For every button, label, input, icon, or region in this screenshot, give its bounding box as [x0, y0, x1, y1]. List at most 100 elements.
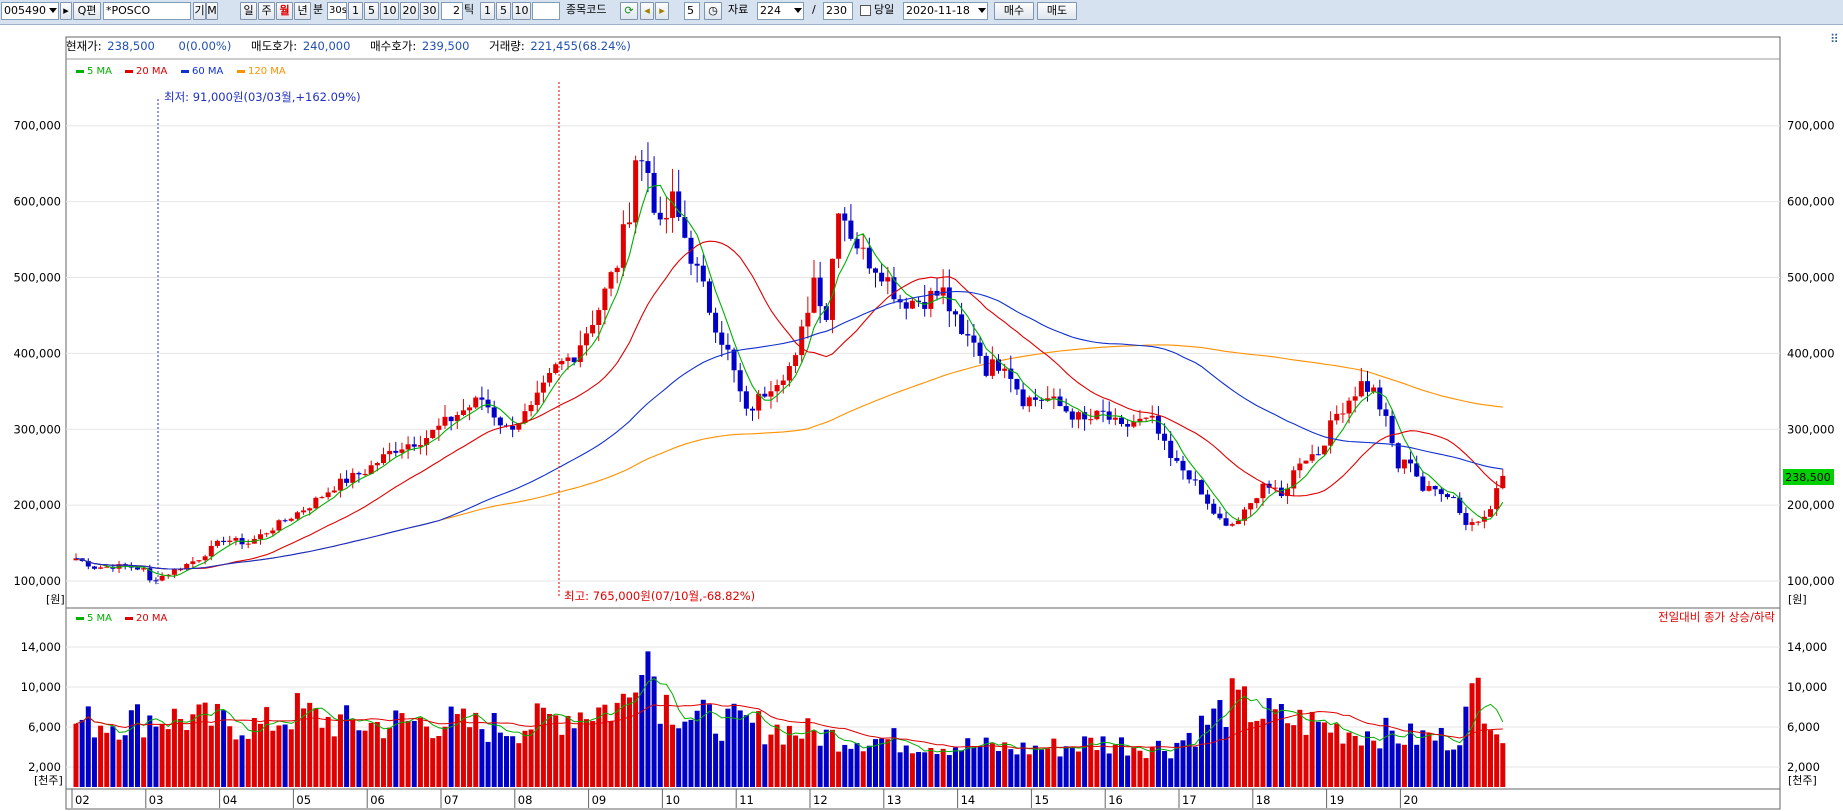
- chevron-down-icon[interactable]: [794, 8, 802, 13]
- x-tick-label: 19: [1330, 793, 1345, 807]
- next-icon[interactable]: ▸: [655, 2, 669, 20]
- volume-bar: [534, 703, 540, 787]
- tick-field[interactable]: 2: [441, 2, 463, 20]
- tick-10-button[interactable]: 10: [512, 2, 531, 20]
- code-input-label: 종목코드: [566, 3, 607, 16]
- candle-body: [362, 473, 368, 475]
- stock-code-field[interactable]: 005490: [1, 2, 59, 20]
- volume-bar: [1223, 726, 1229, 787]
- candle-body: [651, 172, 657, 213]
- volume-bar: [159, 724, 165, 787]
- candle-body: [725, 344, 731, 350]
- stock-name-field[interactable]: *POSCO: [103, 2, 191, 20]
- candle-body: [448, 416, 454, 422]
- chevron-down-icon[interactable]: [49, 8, 57, 13]
- candle-body: [971, 335, 977, 343]
- candle-body: [854, 238, 860, 249]
- gi-button[interactable]: 기: [193, 2, 206, 20]
- price-tick-right: 100,000: [1787, 574, 1835, 588]
- volume-bar: [737, 710, 743, 787]
- tick-5-label: 5: [500, 4, 507, 17]
- volume-bar: [1162, 751, 1168, 787]
- price-tick-right: 300,000: [1787, 422, 1835, 436]
- candle-body: [1500, 475, 1506, 489]
- tick-1-button[interactable]: 1: [480, 2, 495, 20]
- minute-10-button[interactable]: 10: [380, 2, 399, 20]
- candle-body: [374, 463, 380, 466]
- volume-bar: [1328, 732, 1334, 787]
- minute-30-button[interactable]: 30: [420, 2, 439, 20]
- tick-1-label: 1: [484, 4, 491, 17]
- candle-body: [436, 425, 442, 430]
- candle-body: [153, 580, 159, 582]
- candle-body: [559, 361, 565, 365]
- date-picker[interactable]: 2020-11-18: [903, 2, 988, 20]
- candle-body: [473, 397, 479, 408]
- candle-body: [762, 393, 768, 397]
- candle-body: [1358, 381, 1364, 397]
- volume-bar: [1026, 754, 1032, 787]
- x-tick-label: 11: [739, 793, 754, 807]
- volume-tick-right: 6,000: [1787, 720, 1820, 734]
- search-button[interactable]: Q편: [73, 2, 101, 20]
- volume-bar: [528, 729, 534, 787]
- volume-bar: [239, 735, 245, 787]
- candle-body: [866, 247, 872, 269]
- volume-bar: [91, 737, 97, 787]
- candle-body: [860, 247, 866, 249]
- tick-count-field[interactable]: [532, 2, 560, 20]
- candle-body: [1032, 397, 1038, 400]
- candle-body: [196, 560, 202, 562]
- candle-body: [393, 450, 399, 453]
- prev-icon[interactable]: ◂: [640, 2, 654, 20]
- refresh-icon[interactable]: ⟳: [620, 2, 638, 20]
- candle-body: [799, 326, 805, 356]
- x-tick-label: 03: [149, 793, 164, 807]
- candle-body: [227, 540, 233, 542]
- candle-body: [85, 560, 91, 567]
- candle-body: [516, 423, 522, 430]
- volume-bar: [1094, 750, 1100, 787]
- ask-value: 240,000: [302, 39, 351, 53]
- minute-1-button[interactable]: 1: [348, 2, 363, 20]
- volume-bar: [959, 750, 965, 787]
- candle-body: [694, 263, 700, 266]
- buy-button[interactable]: 매수: [994, 2, 1034, 20]
- volume-series: [73, 651, 1506, 787]
- candle-body: [1112, 417, 1118, 420]
- period-week-button[interactable]: 주: [258, 2, 275, 20]
- volume-bar: [522, 730, 528, 787]
- data-count-select[interactable]: 224: [757, 2, 804, 20]
- candle-body: [891, 277, 897, 300]
- data-total-field[interactable]: 230: [823, 2, 853, 20]
- tick-5-button[interactable]: 5: [496, 2, 511, 20]
- period-year-button[interactable]: 년: [294, 2, 311, 20]
- same-day-checkbox[interactable]: [860, 5, 871, 16]
- candle-body: [823, 306, 829, 320]
- minute-20-button[interactable]: 20: [400, 2, 419, 20]
- candle-body: [288, 518, 294, 521]
- chevron-down-icon[interactable]: [978, 8, 986, 13]
- m-button[interactable]: M: [206, 2, 218, 20]
- legend-swatch: [125, 617, 133, 620]
- volume-bar: [1303, 734, 1309, 787]
- volume-bar: [1481, 723, 1487, 787]
- volume-bar: [1174, 742, 1180, 787]
- same-day-label: 당일: [874, 3, 895, 16]
- period-day-button[interactable]: 일: [240, 2, 257, 20]
- minute-5-button[interactable]: 5: [364, 2, 379, 20]
- candle-body: [842, 213, 848, 221]
- candle-body: [1014, 378, 1020, 390]
- period-month-button[interactable]: 월: [276, 2, 293, 20]
- volume-bar: [325, 716, 331, 787]
- minute-field[interactable]: 30s: [327, 2, 347, 20]
- next-arrow-button[interactable]: ▸: [60, 2, 72, 20]
- step-field[interactable]: 5: [684, 2, 700, 20]
- minute-10-label: 10: [382, 4, 397, 17]
- sell-button[interactable]: 매도: [1037, 2, 1077, 20]
- settings-grid-icon[interactable]: ⠿: [1830, 32, 1839, 46]
- candle-body: [682, 217, 688, 238]
- candle-body: [700, 265, 706, 282]
- clock-icon[interactable]: ◷: [704, 2, 722, 20]
